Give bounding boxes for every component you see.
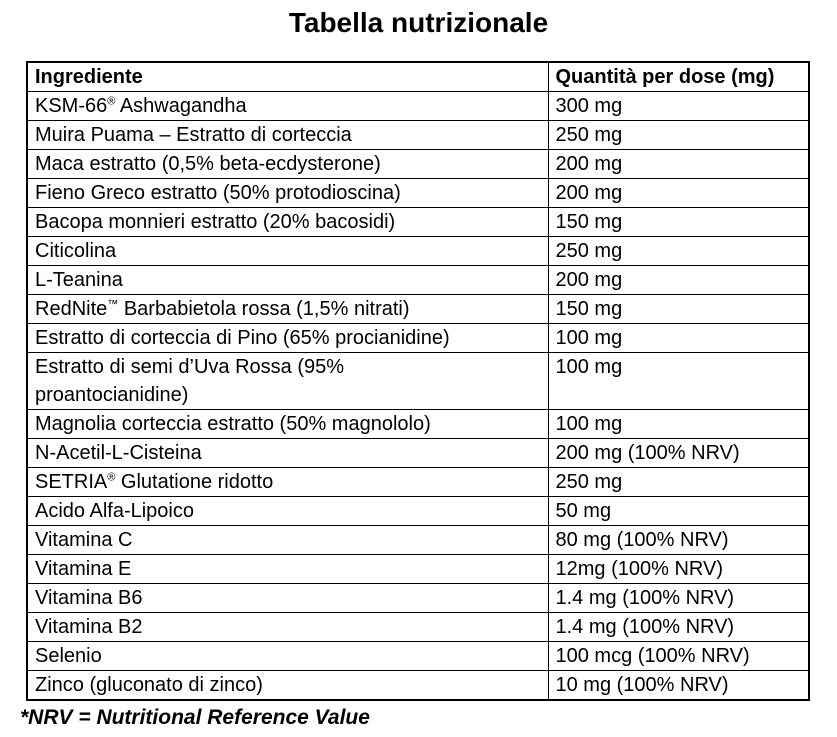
- quantity-cell: 50 mg: [547, 496, 810, 526]
- table-row: Zinco (gluconato di zinco) 10 mg (100% NR…: [26, 670, 810, 701]
- ingredient-cell: Citicolina: [26, 236, 549, 266]
- column-header-quantity: Quantità per dose (mg): [547, 61, 810, 92]
- table-row: SETRIA® Glutatione ridotto 250 mg: [26, 467, 810, 497]
- table-row: Muira Puama – Estratto di corteccia 250 m…: [26, 120, 810, 150]
- ingredient-cell: Estratto di semi d’Uva Rossa (95% proant…: [26, 352, 549, 410]
- quantity-cell: 200 mg: [547, 178, 810, 208]
- table-row: Estratto di semi d’Uva Rossa (95% proant…: [26, 352, 810, 410]
- table-row: Vitamina B2 1.4 mg (100% NRV): [26, 612, 810, 642]
- ingredient-cell: Fieno Greco estratto (50% protodioscina): [26, 178, 549, 208]
- ingredient-cell: Maca estratto (0,5% beta-ecdysterone): [26, 149, 549, 179]
- ingredient-cell: Estratto di corteccia di Pino (65% proci…: [26, 323, 549, 353]
- quantity-cell: 200 mg: [547, 149, 810, 179]
- ingredient-cell: Selenio: [26, 641, 549, 671]
- ingredient-cell: Vitamina B2: [26, 612, 549, 642]
- table-row: Bacopa monnieri estratto (20% bacosidi) 1…: [26, 207, 810, 237]
- header-row: Ingrediente Quantità per dose (mg): [26, 61, 810, 92]
- quantity-cell: 300 mg: [547, 91, 810, 121]
- ingredient-cell: L-Teanina: [26, 265, 549, 295]
- quantity-cell: 150 mg: [547, 207, 810, 237]
- page-title: Tabella nutrizionale: [288, 7, 549, 38]
- table-row: Estratto di corteccia di Pino (65% proci…: [26, 323, 810, 353]
- table-row: Vitamina B6 1.4 mg (100% NRV): [26, 583, 810, 613]
- table-row: L-Teanina 200 mg: [26, 265, 810, 295]
- ingredient-cell: Acido Alfa-Lipoico: [26, 496, 549, 526]
- table-row: Selenio 100 mcg (100% NRV): [26, 641, 810, 671]
- quantity-cell: 150 mg: [547, 294, 810, 324]
- quantity-cell: 10 mg (100% NRV): [547, 670, 810, 701]
- quantity-cell: 80 mg (100% NRV): [547, 525, 810, 555]
- quantity-cell: 100 mg: [547, 352, 810, 410]
- table-row: Vitamina E 12mg (100% NRV): [26, 554, 810, 584]
- quantity-cell: 100 mcg (100% NRV): [547, 641, 810, 671]
- table-row: RedNite™ Barbabietola rossa (1,5% nitrat…: [26, 294, 810, 324]
- table-body: KSM-66® Ashwagandha 300 mg Muira Puama – E…: [26, 91, 810, 701]
- quantity-cell: 100 mg: [547, 409, 810, 439]
- quantity-cell: 1.4 mg (100% NRV): [547, 612, 810, 642]
- column-header-ingredient: Ingrediente: [26, 61, 549, 92]
- quantity-cell: 200 mg: [547, 265, 810, 295]
- ingredient-cell: N-Acetil-L-Cisteina: [26, 438, 549, 468]
- ingredient-cell: Vitamina C: [26, 525, 549, 555]
- table-row: Magnolia corteccia estratto (50% magnolo…: [26, 409, 810, 439]
- ingredient-cell: RedNite™ Barbabietola rossa (1,5% nitrat…: [26, 294, 549, 324]
- ingredient-cell: Magnolia corteccia estratto (50% magnolo…: [26, 409, 549, 439]
- table-row: N-Acetil-L-Cisteina 200 mg (100% NRV): [26, 438, 810, 468]
- quantity-cell: 200 mg (100% NRV): [547, 438, 810, 468]
- table-row: Vitamina C 80 mg (100% NRV): [26, 525, 810, 555]
- ingredient-cell: Vitamina B6: [26, 583, 549, 613]
- ingredient-cell: Bacopa monnieri estratto (20% bacosidi): [26, 207, 549, 237]
- quantity-cell: 12mg (100% NRV): [547, 554, 810, 584]
- table-row: KSM-66® Ashwagandha 300 mg: [26, 91, 810, 121]
- quantity-cell: 250 mg: [547, 236, 810, 266]
- quantity-cell: 250 mg: [547, 120, 810, 150]
- nutrition-table: Ingrediente Quantità per dose (mg) KSM-6…: [26, 61, 810, 701]
- ingredient-cell: Muira Puama – Estratto di corteccia: [26, 120, 549, 150]
- nrv-footnote: *NRV = Nutritional Reference Value: [20, 706, 370, 729]
- quantity-cell: 1.4 mg (100% NRV): [547, 583, 810, 613]
- ingredient-cell: Zinco (gluconato di zinco): [26, 670, 549, 701]
- ingredient-cell: SETRIA® Glutatione ridotto: [26, 467, 549, 497]
- ingredient-cell: Vitamina E: [26, 554, 549, 584]
- quantity-cell: 250 mg: [547, 467, 810, 497]
- table-row: Citicolina 250 mg: [26, 236, 810, 266]
- ingredient-cell: KSM-66® Ashwagandha: [26, 91, 549, 121]
- quantity-cell: 100 mg: [547, 323, 810, 353]
- table-row: Fieno Greco estratto (50% protodioscina)…: [26, 178, 810, 208]
- table-row: Maca estratto (0,5% beta-ecdysterone) 200…: [26, 149, 810, 179]
- table-row: Acido Alfa-Lipoico 50 mg: [26, 496, 810, 526]
